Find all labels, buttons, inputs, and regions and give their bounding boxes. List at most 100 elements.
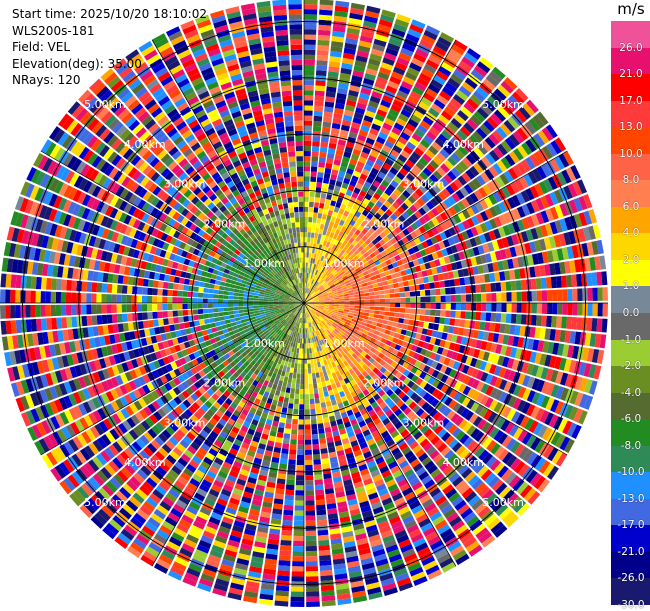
velocity-gate [309, 207, 314, 212]
velocity-gate [304, 65, 315, 70]
velocity-gate [425, 290, 431, 296]
velocity-gate [354, 291, 359, 294]
velocity-gate [319, 15, 332, 21]
velocity-gate [552, 303, 557, 314]
velocity-gate [292, 561, 304, 566]
velocity-gate [454, 278, 460, 286]
velocity-gate [334, 301, 339, 303]
velocity-gate [319, 560, 331, 566]
velocity-gate [300, 338, 302, 343]
velocity-gate [405, 303, 410, 308]
velocity-gate [317, 520, 327, 526]
velocity-gate [284, 505, 294, 511]
velocity-gate [389, 289, 395, 294]
velocity-gate [291, 434, 297, 440]
velocity-gate [286, 485, 295, 491]
velocity-gate [304, 197, 309, 202]
velocity-gate [304, 24, 317, 29]
velocity-gate [304, 217, 308, 222]
velocity-gate [339, 299, 344, 301]
velocity-gate [282, 443, 289, 449]
velocity-gate [491, 313, 497, 322]
velocity-gate [312, 217, 316, 223]
velocity-gate [304, 237, 307, 242]
velocity-gate [304, 121, 312, 126]
velocity-gate [344, 305, 349, 307]
velocity-gate [315, 489, 324, 495]
velocity-gate [317, 382, 322, 388]
velocity-gate [308, 363, 311, 368]
velocity-gate [304, 116, 312, 121]
velocity-gate [310, 353, 313, 358]
velocity-gate [383, 285, 389, 290]
velocity-gate [450, 311, 456, 318]
velocity-gate [385, 303, 390, 307]
velocity-gate [410, 309, 415, 314]
velocity-gate [537, 291, 542, 302]
velocity-gate [602, 319, 608, 333]
velocity-gate [290, 393, 295, 399]
velocity-gate [313, 131, 321, 137]
velocity-gate [316, 372, 320, 378]
velocity-gate [317, 177, 323, 183]
velocity-gate [373, 314, 379, 318]
velocity-gate [577, 288, 582, 301]
velocity-gate [280, 545, 291, 551]
velocity-gate [312, 439, 319, 445]
velocity-gate [556, 316, 562, 328]
velocity-gate [456, 295, 461, 302]
velocity-gate [281, 386, 286, 392]
velocity-gate [474, 275, 480, 283]
velocity-gate [496, 313, 502, 322]
velocity-gate [445, 288, 451, 295]
velocity-gate [318, 387, 323, 393]
velocity-gate [398, 318, 404, 323]
velocity-gate [434, 317, 440, 324]
velocity-gate [547, 290, 552, 301]
velocity-gate [315, 228, 319, 234]
velocity-gate [363, 316, 369, 320]
velocity-gate [444, 280, 450, 287]
velocity-gate [441, 296, 446, 302]
velocity-gate [313, 449, 320, 455]
velocity-gate [470, 285, 476, 293]
velocity-gate [297, 460, 304, 465]
velocity-gate [394, 288, 400, 293]
velocity-gate [318, 530, 329, 536]
velocity-gate [465, 311, 471, 319]
velocity-gate [315, 80, 325, 86]
velocity-gate [305, 460, 312, 465]
velocity-gate [319, 545, 330, 551]
velocity-gate [292, 424, 298, 429]
velocity-gate [316, 65, 327, 71]
velocity-gate [506, 281, 512, 291]
velocity-gate [321, 137, 329, 143]
velocity-gate [320, 147, 328, 153]
velocity-gate [409, 286, 415, 292]
velocity-gate [309, 212, 313, 217]
velocity-gate [404, 286, 410, 291]
velocity-gate [314, 238, 318, 243]
velocity-gate [517, 292, 522, 302]
velocity-gate [395, 308, 400, 313]
velocity-gate [314, 393, 319, 399]
velocity-gate [313, 126, 321, 132]
velocity-gate [382, 320, 388, 325]
velocity-gate [295, 495, 304, 500]
velocity-gate [304, 4, 317, 9]
velocity-gate [318, 167, 325, 173]
velocity-gate [349, 305, 354, 308]
velocity-gate [284, 377, 289, 383]
velocity-gate [476, 303, 481, 311]
velocity-gate [369, 292, 374, 296]
velocity-gate [403, 281, 409, 287]
velocity-gate [305, 465, 313, 470]
velocity-gate [506, 292, 511, 301]
velocity-gate [282, 381, 287, 387]
velocity-gate [304, 161, 310, 166]
velocity-gate [541, 278, 547, 289]
velocity-gate [298, 430, 304, 435]
velocity-gate [324, 391, 329, 397]
velocity-gate [306, 551, 317, 556]
velocity-gate [378, 315, 384, 319]
